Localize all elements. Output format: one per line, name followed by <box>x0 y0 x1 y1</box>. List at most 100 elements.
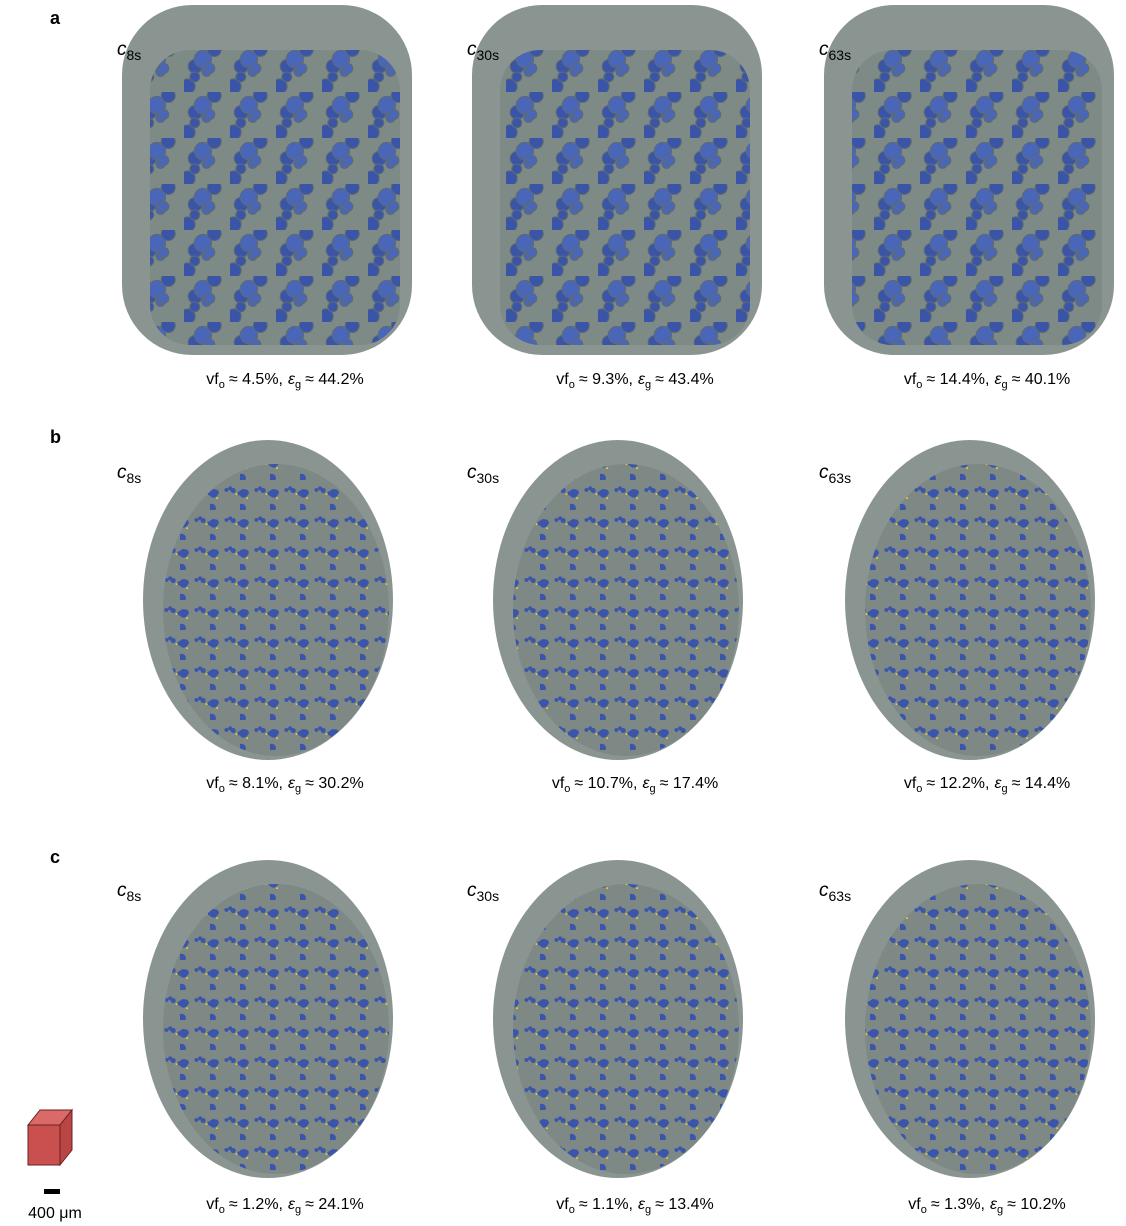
specimen-render <box>143 440 393 760</box>
specimen-label: c8s <box>117 880 141 904</box>
vf-value: ≈ 12.2%, <box>926 775 989 792</box>
label-subscript: 8s <box>127 888 142 904</box>
eps-subscript: g <box>295 783 301 795</box>
specimen-render <box>493 440 743 760</box>
specimen-render <box>824 5 1114 355</box>
label-symbol: c <box>117 880 127 901</box>
vf-subscript: o <box>564 783 570 795</box>
vf-value: ≈ 14.4%, <box>926 371 989 388</box>
vf-value: ≈ 4.5%, <box>229 371 283 388</box>
eps-subscript: g <box>645 1204 651 1216</box>
label-subscript: 63s <box>829 47 852 63</box>
scale-label: 400 μm <box>28 1205 82 1222</box>
label-symbol: c <box>467 462 477 483</box>
vf-value: ≈ 1.2%, <box>229 1196 283 1213</box>
specimen-label: c30s <box>467 880 499 904</box>
label-symbol: c <box>819 880 829 901</box>
eps-value: ≈ 14.4% <box>1012 775 1071 792</box>
vf-subscript: o <box>921 1204 927 1216</box>
caption: vfo≈ 12.2%,εg≈ 14.4% <box>904 775 1070 795</box>
scale-bar <box>44 1189 60 1194</box>
vf-value: ≈ 1.1%, <box>579 1196 633 1213</box>
eps-value: ≈ 43.4% <box>655 371 714 388</box>
label-subscript: 63s <box>829 888 852 904</box>
vf: vf <box>904 371 917 388</box>
vf-subscript: o <box>916 783 922 795</box>
specimen-render <box>122 5 412 355</box>
eps-value: ≈ 13.4% <box>655 1196 714 1213</box>
caption: vfo≈ 4.5%,εg≈ 44.2% <box>206 371 363 391</box>
vf: vf <box>206 1196 219 1213</box>
specimen-render <box>472 5 762 355</box>
label-symbol: c <box>467 39 477 60</box>
specimen-label: c63s <box>819 462 851 486</box>
eps-value: ≈ 40.1% <box>1012 371 1071 388</box>
specimen-render <box>845 440 1095 760</box>
caption: vfo≈ 8.1%,εg≈ 30.2% <box>206 775 363 795</box>
specimen-render <box>143 860 393 1178</box>
caption: vfo≈ 1.3%,εg≈ 10.2% <box>908 1196 1065 1216</box>
specimen-label: c8s <box>117 462 141 486</box>
caption: vfo≈ 1.1%,εg≈ 13.4% <box>556 1196 713 1216</box>
eps-value: ≈ 44.2% <box>305 371 364 388</box>
vf: vf <box>904 775 917 792</box>
specimen-label: c63s <box>819 880 851 904</box>
caption: vfo≈ 10.7%,εg≈ 17.4% <box>552 775 718 795</box>
specimen-render <box>493 860 743 1178</box>
vf-value: ≈ 8.1%, <box>229 775 283 792</box>
specimen-face <box>852 50 1102 345</box>
eps-subscript: g <box>295 1204 301 1216</box>
eps-value: ≈ 10.2% <box>1007 1196 1066 1213</box>
specimen-face <box>150 50 400 345</box>
vf-value: ≈ 9.3%, <box>579 371 633 388</box>
vf-value: ≈ 1.3%, <box>931 1196 985 1213</box>
eps-value: ≈ 17.4% <box>660 775 719 792</box>
vf: vf <box>206 371 219 388</box>
specimen-face <box>865 464 1091 756</box>
vf-subscript: o <box>569 1204 575 1216</box>
specimen-face <box>865 884 1091 1174</box>
label-symbol: c <box>819 39 829 60</box>
caption: vfo≈ 9.3%,εg≈ 43.4% <box>556 371 713 391</box>
label-subscript: 8s <box>127 470 142 486</box>
vf-subscript: o <box>916 379 922 391</box>
vf-subscript: o <box>219 783 225 795</box>
label-subscript: 8s <box>127 47 142 63</box>
page: 400 μm ac8svfo≈ 4.5%,εg≈ 44.2%c30svfo≈ 9… <box>0 0 1126 1226</box>
label-subscript: 30s <box>477 470 500 486</box>
eps-subscript: g <box>645 379 651 391</box>
label-symbol: c <box>117 462 127 483</box>
vf: vf <box>552 775 565 792</box>
figure: 400 μm ac8svfo≈ 4.5%,εg≈ 44.2%c30svfo≈ 9… <box>0 0 1126 1226</box>
panel-letter: c <box>50 847 60 867</box>
caption: vfo≈ 14.4%,εg≈ 40.1% <box>904 371 1070 391</box>
label-subscript: 30s <box>477 888 500 904</box>
vf: vf <box>556 371 569 388</box>
panel-letter: b <box>50 427 61 447</box>
vf-subscript: o <box>219 379 225 391</box>
specimen-face <box>163 884 389 1174</box>
label-symbol: c <box>819 462 829 483</box>
specimen-face <box>513 884 739 1174</box>
label-symbol: c <box>467 880 477 901</box>
vf-value: ≈ 10.7%, <box>574 775 637 792</box>
caption: vfo≈ 1.2%,εg≈ 24.1% <box>206 1196 363 1216</box>
label-subscript: 63s <box>829 470 852 486</box>
vf: vf <box>206 775 219 792</box>
vf-subscript: o <box>219 1204 225 1216</box>
specimen-face <box>500 50 750 345</box>
vf: vf <box>556 1196 569 1213</box>
label-symbol: c <box>117 39 127 60</box>
specimen-render <box>845 860 1095 1178</box>
specimen-face <box>513 464 739 756</box>
eps-subscript: g <box>649 783 655 795</box>
eps-subscript: g <box>295 379 301 391</box>
panel-letter: a <box>50 8 61 28</box>
eps-value: ≈ 30.2% <box>305 775 364 792</box>
eps-subscript: g <box>1001 379 1007 391</box>
eps-value: ≈ 24.1% <box>305 1196 364 1213</box>
eps-subscript: g <box>1001 783 1007 795</box>
vf: vf <box>908 1196 921 1213</box>
specimen-face <box>163 464 389 756</box>
scale-cube <box>28 1110 72 1165</box>
